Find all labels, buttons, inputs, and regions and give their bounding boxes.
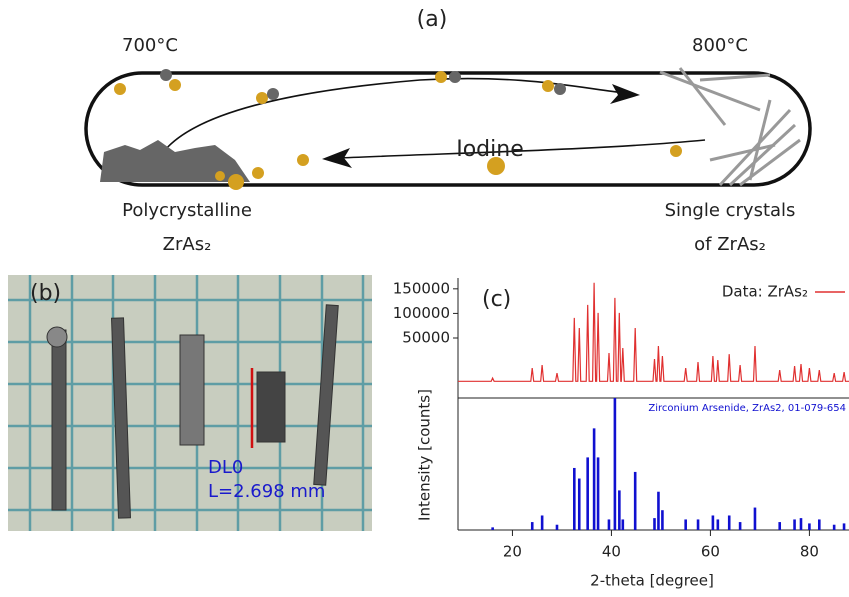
bar (607, 519, 611, 530)
bar (778, 522, 782, 530)
temperature: 800°C (692, 35, 748, 56)
bar (613, 398, 617, 530)
bar (711, 515, 715, 530)
panel-label: (c) (482, 287, 511, 312)
caption: Single crystals (665, 200, 796, 221)
temperature: 700°C (122, 35, 178, 56)
legend-label: Data: ZrAs₂ (722, 283, 808, 301)
zr-dots (160, 69, 566, 100)
x-tick-label: 60 (701, 543, 720, 561)
bar (653, 518, 656, 530)
bar (577, 478, 581, 530)
y-axis-label: Intensity [counts] (416, 389, 434, 521)
annotation: Zirconium Arsenide, ZrAs2, 01-079-654 (648, 403, 846, 414)
bar (530, 522, 534, 530)
arrow (164, 77, 626, 151)
bar (573, 467, 576, 530)
x-axis-label: 2-theta [degree] (590, 572, 714, 590)
bar (621, 519, 625, 530)
bar (596, 457, 600, 530)
caption: Polycrystalline (122, 200, 252, 221)
bar (657, 491, 660, 530)
single-crystals (659, 67, 801, 187)
bar (592, 428, 596, 530)
panel-label: (a) (417, 7, 448, 32)
x-tick-label: 80 (800, 543, 819, 561)
iodine-dots (114, 71, 682, 190)
bar (633, 471, 637, 530)
y-tick-label: 150000 (393, 279, 450, 297)
bar (684, 519, 687, 530)
bar (618, 490, 621, 530)
arrowhead (322, 148, 352, 168)
data-line (458, 282, 849, 382)
x-tick-label: 40 (602, 543, 621, 561)
panel-b: (b) DL0 L=2.698 mm (8, 275, 372, 531)
bar (808, 523, 811, 530)
bar (832, 524, 836, 530)
x-tick-label: 20 (503, 543, 522, 561)
bar (818, 519, 821, 530)
bar (738, 522, 742, 530)
bar (661, 510, 664, 530)
arrowhead (610, 84, 640, 104)
arrow (339, 139, 706, 159)
y-tick-label: 100000 (393, 304, 450, 322)
crystals (46, 304, 339, 519)
bar (696, 519, 700, 530)
panel-label: (b) (30, 281, 61, 306)
bar (793, 519, 796, 530)
bar (727, 515, 731, 530)
panel-a: (a) 700°C 800°C Iodine Polycrystalline Z… (84, 7, 812, 255)
bar (491, 527, 494, 530)
panel-c: 50000 100000 150000 Data: ZrAs₂ (c) Intensity… (393, 278, 849, 590)
iodine-label: Iodine (456, 137, 524, 162)
bar (716, 519, 720, 530)
bar (753, 507, 757, 530)
bar (555, 524, 559, 530)
caption: ZrAs₂ (163, 234, 212, 255)
bar (842, 523, 846, 530)
caption: of ZrAs₂ (694, 234, 766, 255)
bar (799, 518, 803, 530)
bar (540, 515, 544, 530)
bar (586, 457, 589, 530)
polycrystal (100, 140, 250, 182)
measure-name: DL0 (208, 457, 243, 478)
y-tick-label: 50000 (402, 329, 450, 347)
measure-length: L=2.698 mm (208, 481, 325, 502)
